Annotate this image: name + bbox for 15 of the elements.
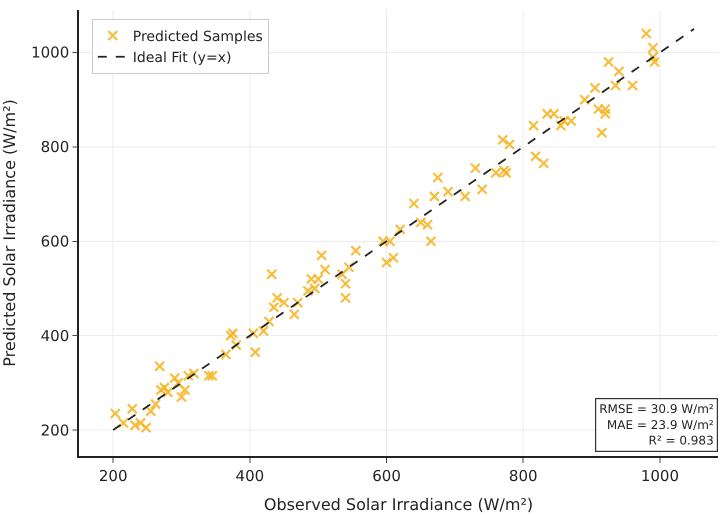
x-tick-label: 800 (508, 466, 538, 485)
x-tick-label: 400 (236, 466, 264, 485)
y-tick-label: 800 (40, 138, 70, 156)
x-tick-label: 600 (372, 466, 401, 485)
legend-label: Predicted Samples (132, 28, 263, 45)
y-tick-label: 200 (40, 421, 70, 440)
legend-label: Ideal Fit (y=x) (132, 50, 232, 66)
y-tick-label: 1000 (31, 44, 70, 62)
x-tick-label: 200 (98, 466, 128, 485)
x-tick-label: 1000 (640, 466, 680, 485)
x-axis-title: Observed Solar Irradiance (W/m²) (264, 494, 534, 514)
y-tick-label: 600 (40, 232, 70, 251)
annotation: RMSE = 30.9 W/m² MAE = 23.9 W/m² R² = 0.983 (599, 402, 714, 448)
y-tick-label: 400 (40, 326, 70, 345)
y-axis-title: Predicted Solar Irradiance (W/m²) (0, 99, 19, 367)
